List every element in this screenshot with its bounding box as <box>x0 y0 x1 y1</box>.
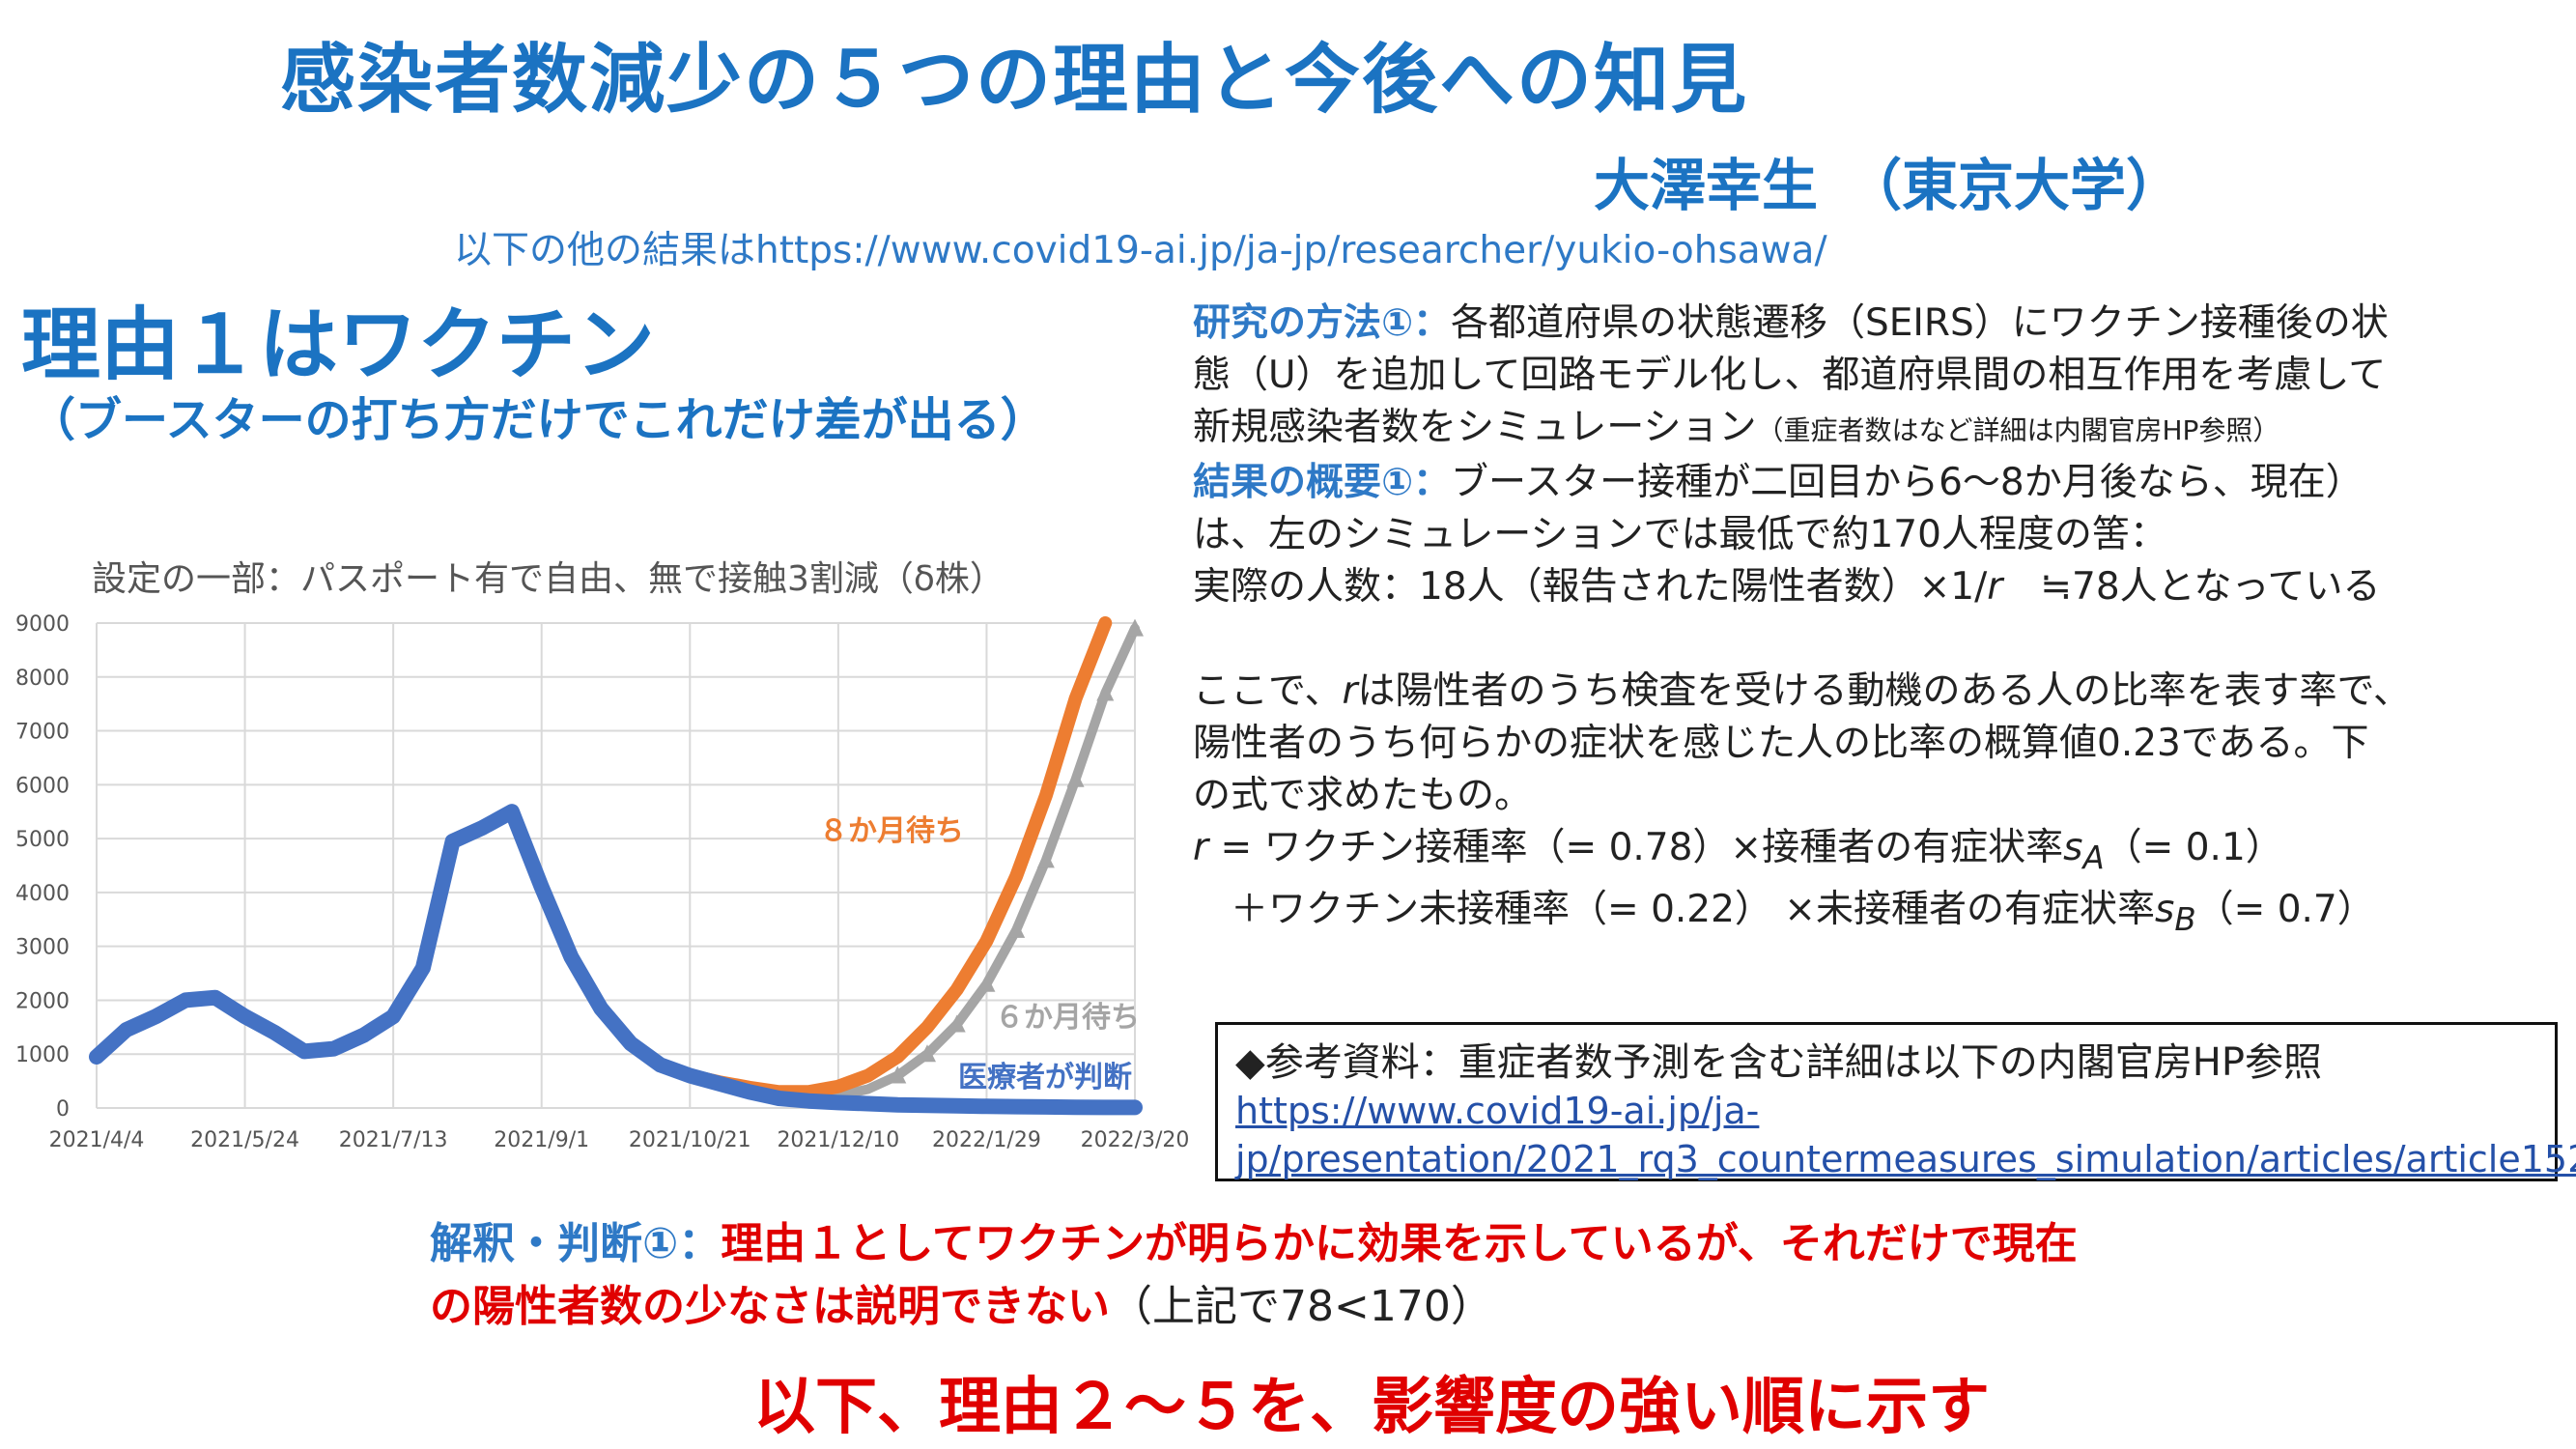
series-label-8months: ８か月待ち <box>819 814 964 848</box>
series-1-marker-31 <box>1007 920 1026 938</box>
x-axis-ticks: 2021/4/4 2021/5/24 2021/7/13 2021/9/1 2021/1… <box>49 1128 1188 1152</box>
y-axis-ticks: 0 1000 2000 3000 4000 5000 6000 7000 8000 9000 <box>15 612 70 1122</box>
y-tick-label-4: 4000 <box>15 882 70 906</box>
x-tick-label-4: 2021/10/21 <box>629 1128 751 1152</box>
interpretation-line-1: 解釈・判断①：理由１としてワクチンが明らかに効果を示しているが、それだけで現在 <box>430 1219 2078 1268</box>
interpretation-label: 解釈・判断①： <box>430 1219 722 1268</box>
series-1-marker-34 <box>1096 683 1115 701</box>
page-title: 感染者数減少の５つの理由と今後への知見 <box>279 37 1748 124</box>
chart-series <box>89 616 1144 1116</box>
def-line-2: 陽性者のうち何らかの症状を感じた人の比率の概算値0.23である。下 <box>1193 722 2369 765</box>
spacer-line <box>1193 613 2564 666</box>
formula-line-1: r = ワクチン接種率（= 0.78）×接種者の有症状率sA（= 0.1） <box>1193 826 2283 876</box>
reference-heading: ◆参考資料：重症者数予測を含む詳細は以下の内閣官房HP参照 <box>1235 1040 2322 1085</box>
method-line-2: 態（U）を追加して回路モデル化し、都道府県間の相互作用を考慮して <box>1193 354 2387 397</box>
chart-grid <box>96 622 1136 1109</box>
series-1-marker-32 <box>1036 850 1055 868</box>
reason1-subtitle: （ブースターの打ち方だけでこれだけ差が出る） <box>29 393 1047 447</box>
footer-text: 以下、理由２〜５を、影響度の強い順に示す <box>753 1372 1990 1443</box>
method-line-3: 新規感染者数をシミュレーション（重症者数はなど詳細は内閣官房HP参照） <box>1193 406 2280 449</box>
series-1-marker-33 <box>1066 769 1085 787</box>
formula-line-2: ＋ワクチン未接種率（= 0.22） ×未接種者の有症状率sB（= 0.7） <box>1193 887 2375 938</box>
y-tick-label-5: 5000 <box>15 828 70 852</box>
y-tick-label-0: 0 <box>56 1097 70 1122</box>
result-line-1: 結果の概要①：ブースター接種が二回目から6〜8か月後なら、現在） <box>1193 461 2364 504</box>
x-tick-label-1: 2021/5/24 <box>190 1128 299 1152</box>
y-tick-label-1: 1000 <box>15 1043 70 1067</box>
series-1-marker-35 <box>1126 618 1144 637</box>
result-line-2: は、左のシミュレーションでは最低で約170人程度の筈： <box>1193 513 2167 556</box>
reference-box: ◆参考資料：重症者数予測を含む詳細は以下の内閣官房HP参照 https://ww… <box>1215 1022 2576 1181</box>
reference-link-line-2[interactable]: jp/presentation/2021_rq3_countermeasures… <box>1235 1138 2576 1180</box>
x-tick-label-2: 2021/7/13 <box>339 1128 448 1152</box>
x-tick-label-7: 2022/3/20 <box>1081 1128 1188 1152</box>
method-line-1: 研究の方法①：各都道府県の状態遷移（SEIRS）にワクチン接種後の状 <box>1193 301 2389 345</box>
simulation-chart: 0 1000 2000 3000 4000 5000 6000 7000 8000 9000 20… <box>15 612 1188 1152</box>
series-1-marker-30 <box>977 974 996 992</box>
result-label: 結果の概要①： <box>1193 461 1452 504</box>
interpretation: 解釈・判断①：理由１としてワクチンが明らかに効果を示しているが、それだけで現在 … <box>430 1212 2078 1338</box>
x-tick-label-5: 2021/12/10 <box>777 1128 899 1152</box>
method-label: 研究の方法①： <box>1193 301 1452 345</box>
series-1-marker-28 <box>919 1044 936 1063</box>
y-tick-label-9: 9000 <box>15 612 70 637</box>
def-line-1: ここで、rは陽性者のうち検査を受ける動機のある人の比率を表す率で、 <box>1193 669 2411 713</box>
description-block: 研究の方法①：各都道府県の状態遷移（SEIRS）にワクチン接種後の状 態（U）を… <box>1193 298 2564 946</box>
y-tick-label-6: 6000 <box>15 774 70 798</box>
interpretation-line-2: の陽性者数の少なさは説明できない（上記で78<170） <box>430 1282 1493 1331</box>
reason1-title: 理由１はワクチン <box>21 299 656 391</box>
y-tick-label-7: 7000 <box>15 721 70 745</box>
series-line-2 <box>89 804 1143 1116</box>
x-tick-label-0: 2021/4/4 <box>49 1128 145 1152</box>
series-1-marker-27 <box>889 1065 907 1084</box>
author: 大澤幸生 （東京大学） <box>1594 153 2183 218</box>
y-tick-label-2: 2000 <box>15 989 70 1013</box>
result-line-3: 実際の人数：18人（報告された陽性者数）×1/r ≒78人となっている <box>1193 565 2381 609</box>
results-url[interactable]: 以下の他の結果はhttps://www.covid19-ai.jp/ja-jp/… <box>454 229 1827 272</box>
y-tick-label-3: 3000 <box>15 936 70 960</box>
x-tick-label-6: 2022/1/29 <box>932 1128 1041 1152</box>
series-label-6months: ６か月待ち <box>995 1001 1140 1035</box>
x-tick-label-3: 2021/9/1 <box>494 1128 589 1152</box>
def-line-3: の式で求めたもの。 <box>1193 774 1533 817</box>
series-1-marker-29 <box>948 1014 966 1033</box>
reference-link-line-1[interactable]: https://www.covid19-ai.jp/ja- <box>1235 1090 1760 1132</box>
chart-title: 設定の一部：パスポート有で自由、無で接触3割減（δ株） <box>92 559 1005 599</box>
y-tick-label-8: 8000 <box>15 667 70 691</box>
series-label-medical: 医療者が判断 <box>958 1061 1132 1094</box>
